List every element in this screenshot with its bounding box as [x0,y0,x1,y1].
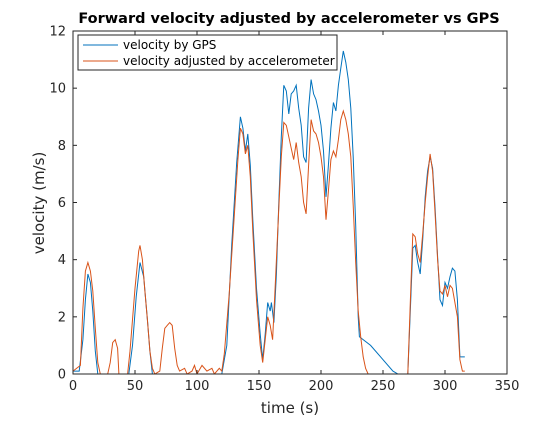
axes: 0 50 100 150 200 250 300 350 0 2 4 6 8 10 12 [49,25,519,395]
y-tick-label: 12 [49,25,66,40]
x-tick-label: 0 [69,379,77,394]
x-tick-label: 300 [433,379,458,394]
y-tick-label: 2 [58,310,66,325]
chart-title: Forward velocity adjusted by acceleromet… [78,11,499,27]
y-tick-label: 8 [58,139,66,154]
y-tick-label: 6 [58,196,66,211]
plot-area [73,50,465,374]
series-line-2 [73,109,465,374]
y-tick-label: 4 [58,253,66,268]
axes-box [72,30,508,375]
y-axis-label: velocity (m/s) [30,152,48,255]
x-tick-label: 250 [371,379,396,394]
legend-box [77,34,338,71]
x-tick-label: 150 [247,379,272,394]
legend: velocity by GPS velocity adjusted by acce… [77,34,338,71]
x-axis-label: time (s) [261,399,319,417]
x-tick-label: 50 [127,379,144,394]
y-tick-label: 10 [49,82,66,97]
legend-label-1: velocity by GPS [123,38,216,52]
x-tick-label: 200 [309,379,334,394]
x-tick-label: 350 [495,379,520,394]
y-tick-label: 0 [58,368,66,383]
x-tick-label: 100 [185,379,210,394]
legend-label-2: velocity adjusted by accelerometer [123,54,335,68]
